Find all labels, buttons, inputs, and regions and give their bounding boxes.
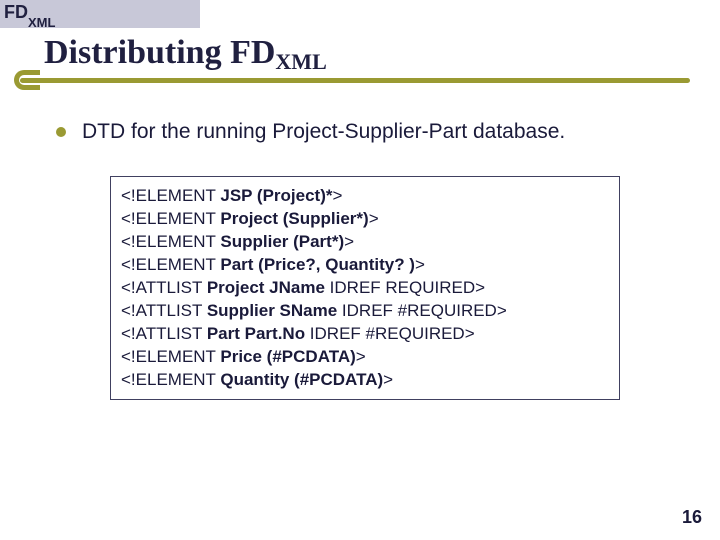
code-line: <!ELEMENT Project (Supplier*)>: [121, 208, 609, 231]
slide-title: Distributing FDXML: [44, 34, 327, 72]
bullet-item: DTD for the running Project-Supplier-Par…: [56, 120, 565, 144]
bullet-dot-icon: [56, 127, 66, 137]
code-line: <!ATTLIST Supplier SName IDREF #REQUIRED…: [121, 300, 609, 323]
title-sub: XML: [275, 49, 326, 75]
bullet-text: DTD for the running Project-Supplier-Par…: [82, 120, 565, 144]
page-number: 16: [682, 507, 702, 528]
code-line: <!ELEMENT Part (Price?, Quantity? )>: [121, 254, 609, 277]
code-line: <!ATTLIST Project JName IDREF REQUIRED>: [121, 277, 609, 300]
code-line: <!ELEMENT Quantity (#PCDATA)>: [121, 369, 609, 392]
header-main: FD: [4, 2, 28, 22]
code-line: <!ELEMENT JSP (Project)*>: [121, 185, 609, 208]
title-underline: [20, 78, 690, 83]
code-line: <!ELEMENT Price (#PCDATA)>: [121, 346, 609, 369]
code-line: <!ELEMENT Supplier (Part*)>: [121, 231, 609, 254]
title-main: Distributing FD: [44, 34, 275, 72]
header-sub: XML: [28, 15, 55, 30]
header-banner: FDXML: [0, 0, 200, 28]
code-line: <!ATTLIST Part Part.No IDREF #REQUIRED>: [121, 323, 609, 346]
dtd-code-box: <!ELEMENT JSP (Project)*> <!ELEMENT Proj…: [110, 176, 620, 400]
header-title: FDXML: [4, 2, 55, 26]
